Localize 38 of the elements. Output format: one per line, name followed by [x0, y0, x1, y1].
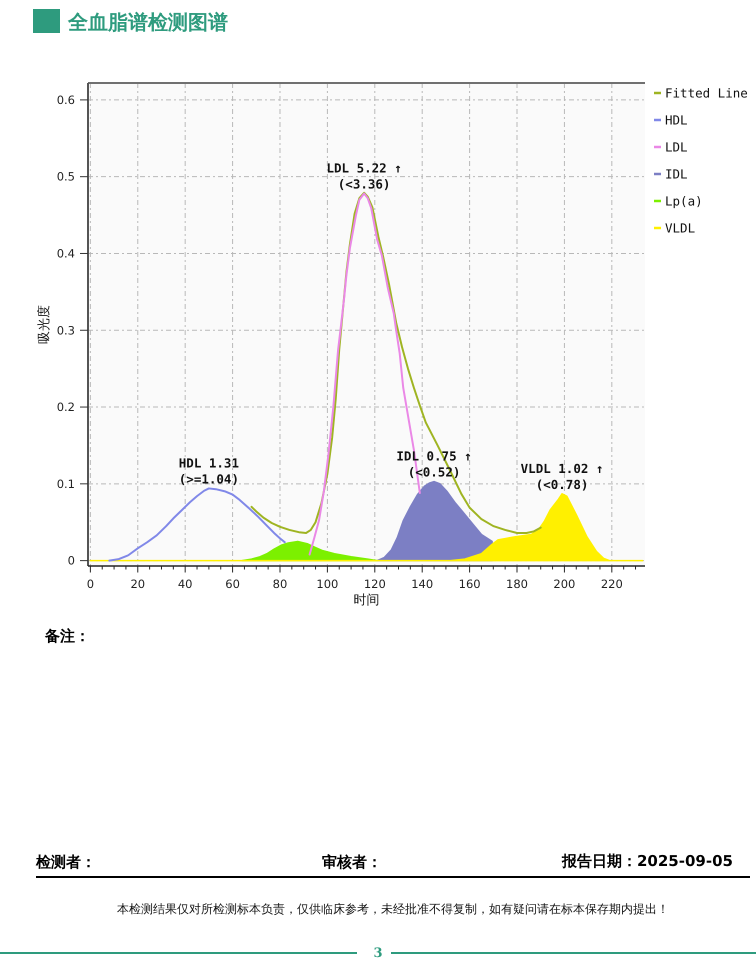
x-tick-label: 120	[364, 577, 386, 591]
annotation: LDL 5.22 ↑ (<3.36)	[326, 160, 402, 192]
x-tick-label: 0	[86, 577, 94, 591]
text: 3	[373, 946, 383, 961]
legend-label: IDL	[665, 166, 688, 182]
x-tick-label: 140	[411, 577, 434, 591]
text: 审核者：	[322, 853, 382, 871]
x-tick-label: 40	[178, 577, 192, 591]
y-tick-label: 0.1	[56, 476, 75, 491]
x-tick-label: 180	[506, 577, 528, 591]
text: 报告日期：2025-09-05	[561, 852, 733, 870]
chart-title: 全血脂谱检测图谱	[67, 10, 228, 34]
text: 备注：	[44, 627, 90, 645]
y-tick-label: 0.6	[56, 92, 75, 107]
legend-label: Lp(a)	[665, 194, 703, 208]
annotation: VLDL 1.02 ↑ (<0.78)	[520, 460, 604, 492]
x-tick-label: 220	[600, 577, 623, 591]
x-tick-label: 20	[130, 577, 146, 591]
x-axis-title: 时间	[354, 593, 380, 608]
text: 本检测结果仅对所检测标本负责，仅供临床参考，未经批准不得复制，如有疑问请在标本保存期内提出！	[117, 902, 669, 916]
x-tick-label: 80	[272, 577, 288, 591]
legend-label: Fitted Line	[665, 86, 748, 100]
x-tick-label: 160	[458, 577, 481, 591]
legend-label: VLDL	[665, 220, 696, 236]
x-tick-label: 200	[553, 577, 576, 591]
y-axis-title: 吸光度	[36, 305, 52, 344]
x-tick-label: 100	[316, 577, 338, 591]
x-tick-label: 60	[225, 577, 240, 591]
text: 检测者：	[35, 853, 96, 871]
legend-label: LDL	[665, 140, 688, 154]
y-tick-label: 0.4	[56, 246, 75, 260]
y-tick-label: 0.3	[56, 323, 75, 338]
legend-label: HDL	[665, 112, 688, 128]
line-series	[108, 487, 286, 562]
y-tick-label: 0.5	[56, 170, 75, 184]
y-tick-label: 0.2	[56, 400, 75, 414]
y-tick-label: 0	[68, 554, 75, 568]
annotation: HDL 1.31 (>=1.04)	[178, 455, 239, 486]
